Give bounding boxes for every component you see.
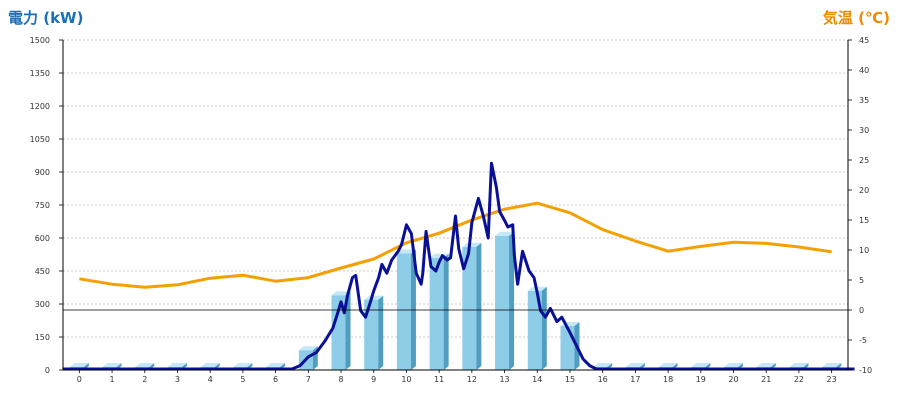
x-tick-label: 19 <box>696 375 706 384</box>
x-tick-label: 12 <box>467 375 477 384</box>
bar-side <box>443 253 449 370</box>
left-tick-label: 450 <box>35 267 50 276</box>
left-tick-label: 1500 <box>30 36 50 45</box>
x-tick-label: 11 <box>434 375 444 384</box>
power-bar <box>364 295 384 370</box>
left-tick-label: 750 <box>35 201 50 210</box>
right-tick-label: 5 <box>859 276 864 285</box>
bar-top <box>167 363 187 367</box>
bar-front <box>331 295 346 370</box>
x-tick-label: 10 <box>401 375 411 384</box>
x-tick-label: 2 <box>142 375 147 384</box>
right-tick-label: -5 <box>859 336 867 345</box>
bar-top <box>102 363 122 367</box>
bar-side <box>345 291 351 370</box>
right-tick-label: 25 <box>859 156 869 165</box>
x-tick-label: 21 <box>761 375 771 384</box>
bar-top <box>822 363 842 367</box>
right-tick-label: 20 <box>859 186 869 195</box>
power-bar <box>495 231 515 370</box>
bar-front <box>560 326 575 370</box>
x-tick-label: 17 <box>630 375 640 384</box>
right-tick-label: 30 <box>859 126 869 135</box>
grid <box>63 39 848 338</box>
left-tick-label: 150 <box>35 333 50 342</box>
x-tick-label: 3 <box>175 375 180 384</box>
power-bar <box>331 291 351 370</box>
bar-front <box>495 235 510 370</box>
bar-top <box>593 363 613 367</box>
bar-side <box>378 295 384 370</box>
bar-side <box>476 242 482 370</box>
x-tick-label: 16 <box>598 375 608 384</box>
right-tick-label: 35 <box>859 96 869 105</box>
x-tick-label: 18 <box>663 375 673 384</box>
bar-top <box>658 363 678 367</box>
bar-top <box>233 363 253 367</box>
right-tick-label: -10 <box>859 366 872 375</box>
left-tick-label: 1200 <box>30 102 50 111</box>
right-tick-label: 10 <box>859 246 869 255</box>
bar-top <box>756 363 776 367</box>
bar-side <box>541 286 547 370</box>
bar-front <box>462 246 477 370</box>
bar-top <box>724 363 744 367</box>
bar-top <box>69 363 89 367</box>
x-tick-label: 14 <box>532 375 542 384</box>
x-tick-label: 7 <box>306 375 311 384</box>
x-tick-label: 20 <box>728 375 738 384</box>
right-tick-label: 0 <box>859 306 864 315</box>
power-bar <box>462 242 482 370</box>
left-tick-label: 1050 <box>30 135 50 144</box>
left-tick-label: 1350 <box>30 69 50 78</box>
left-tick-label: 900 <box>35 168 50 177</box>
left-tick-label: 300 <box>35 300 50 309</box>
bar-top <box>462 242 482 247</box>
right-tick-label: 15 <box>859 216 869 225</box>
left-axis-title: 電力 (kW) <box>8 9 84 27</box>
x-tick-label: 0 <box>77 375 82 384</box>
power-bars <box>69 231 842 370</box>
x-tick-label: 6 <box>273 375 278 384</box>
series-lines <box>63 161 855 371</box>
bar-front <box>429 257 444 370</box>
bar-side <box>509 231 515 370</box>
power-bar <box>429 253 449 370</box>
bar-top <box>298 346 318 351</box>
bar-top <box>364 295 384 300</box>
x-tick-label: 8 <box>338 375 343 384</box>
bar-top <box>396 249 416 254</box>
axes <box>59 39 852 373</box>
bar-front <box>364 299 379 370</box>
bar-top <box>495 231 515 236</box>
right-tick-label: 45 <box>859 36 869 45</box>
x-tick-label: 23 <box>827 375 837 384</box>
bar-top <box>135 363 155 367</box>
bar-top <box>266 363 286 367</box>
bar-top <box>200 363 220 367</box>
x-tick-label: 22 <box>794 375 804 384</box>
tick-labels: 01503004506007509001050120013501500-10-5… <box>30 36 872 384</box>
left-tick-label: 0 <box>45 366 50 375</box>
right-axis-title: 気温 (℃) <box>822 9 890 27</box>
bar-front <box>527 290 542 370</box>
power-bar <box>527 286 547 370</box>
x-tick-label: 15 <box>565 375 575 384</box>
x-tick-label: 13 <box>499 375 509 384</box>
x-tick-label: 4 <box>208 375 213 384</box>
right-tick-label: 40 <box>859 66 869 75</box>
x-tick-label: 1 <box>110 375 115 384</box>
bar-top <box>691 363 711 367</box>
left-tick-label: 600 <box>35 234 50 243</box>
power-line <box>63 161 855 371</box>
bar-front <box>396 253 411 370</box>
bar-top <box>789 363 809 367</box>
bar-top <box>331 291 351 296</box>
bar-top <box>625 363 645 367</box>
x-tick-label: 5 <box>240 375 245 384</box>
x-tick-label: 9 <box>371 375 376 384</box>
